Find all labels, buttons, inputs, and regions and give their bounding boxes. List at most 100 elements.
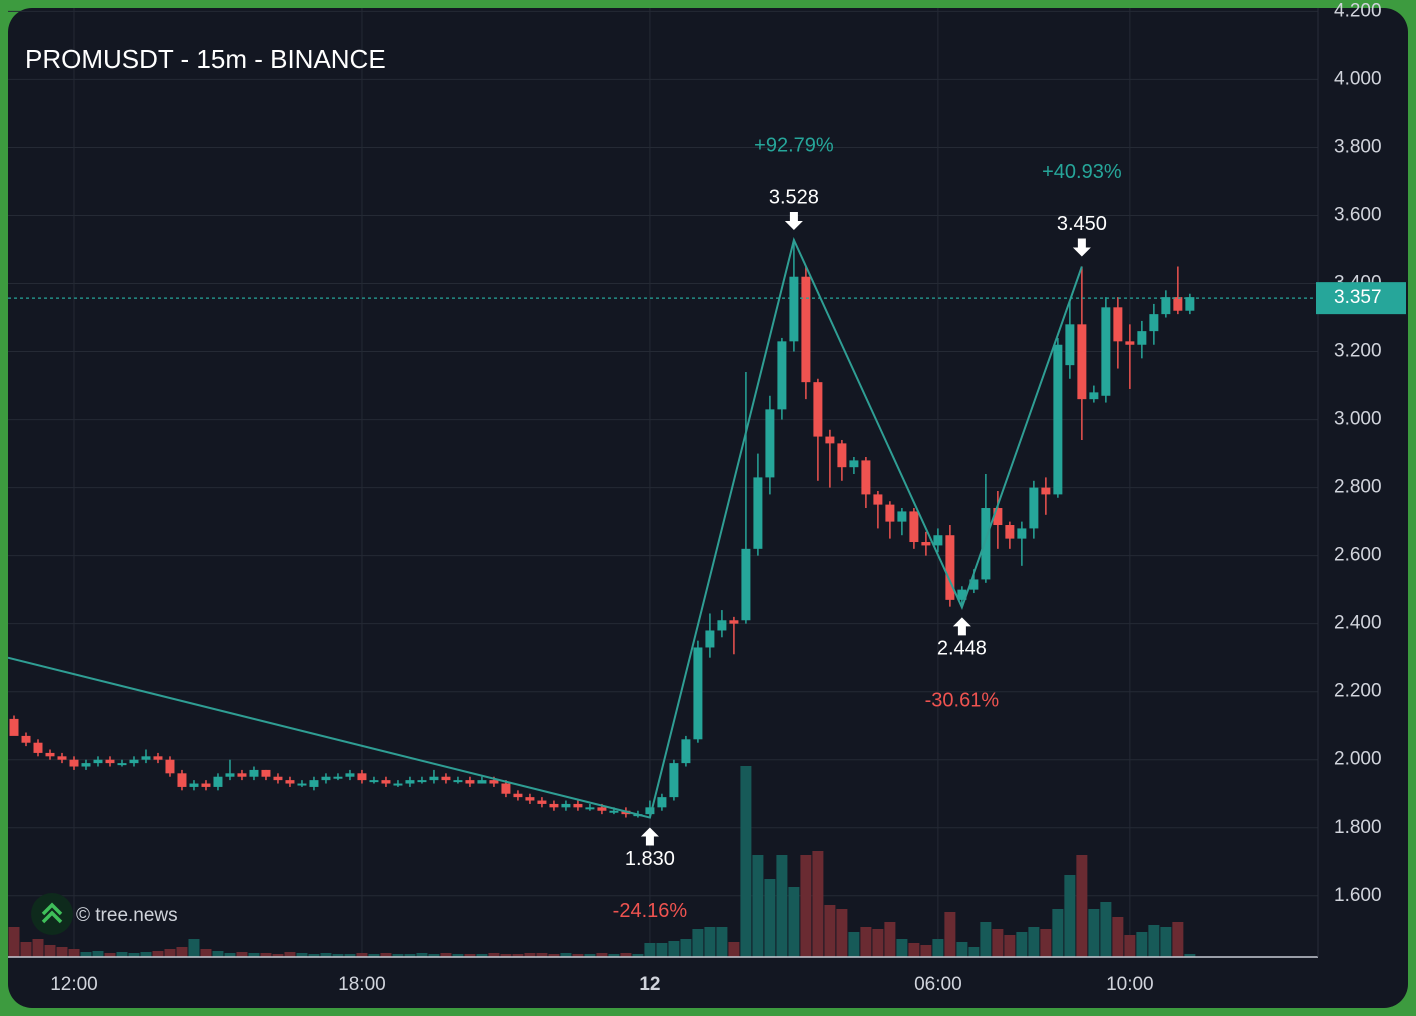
candle-body (429, 776, 439, 781)
candle-body (861, 460, 871, 495)
candle-body (645, 807, 655, 815)
candle-body (609, 810, 619, 813)
candle-body (381, 780, 391, 784)
volume-bar (956, 942, 968, 957)
candle-body (849, 460, 859, 468)
volume-bar (1112, 917, 1124, 957)
volume-bar (980, 922, 992, 957)
candle-body (81, 763, 91, 767)
pivot-label: 1.830 (625, 848, 675, 870)
candle-body (801, 276, 811, 383)
volume-bar (272, 954, 284, 957)
candle-body (1113, 307, 1123, 342)
chart-panel (8, 8, 1408, 1008)
volume-bar (1184, 954, 1196, 957)
candle-body (45, 752, 55, 757)
volume-bar (1124, 935, 1136, 957)
candle-body (441, 776, 451, 781)
volume-bar (416, 953, 428, 957)
volume-bar (560, 953, 572, 957)
x-tick-label: 10:00 (1106, 974, 1154, 995)
pivot-change: +92.79% (754, 134, 834, 156)
candle-body (477, 780, 487, 784)
candle-body (1053, 344, 1063, 495)
volume-bar (140, 952, 152, 957)
candle-body (933, 535, 943, 546)
current-price-tag (1316, 282, 1406, 315)
candle-body (225, 773, 235, 777)
volume-bar (848, 932, 860, 957)
volume-bar (80, 952, 92, 957)
x-tick-label: 18:00 (338, 974, 386, 995)
pivot-arrow (784, 211, 803, 230)
candle-body (57, 756, 67, 760)
volume-bar (1160, 927, 1172, 957)
volume-bar (656, 943, 668, 957)
candle-body (1041, 487, 1051, 495)
volume-bar (488, 953, 500, 957)
current-price-label: 3.357 (1334, 287, 1382, 308)
candle-body (549, 803, 559, 808)
pivot-arrow (952, 617, 971, 636)
x-tick-label: 12 (639, 974, 660, 995)
volume-bar (968, 947, 980, 957)
y-tick-label: 2.400 (1334, 613, 1382, 634)
candle-body (729, 620, 739, 624)
candle-body (177, 773, 187, 787)
candle-body (1077, 324, 1087, 400)
y-tick-label: 1.600 (1334, 885, 1382, 906)
candle-body (741, 548, 751, 621)
candle-body (153, 756, 163, 760)
candle-body (597, 807, 607, 811)
candle-body (405, 780, 415, 784)
volume-bar (692, 929, 704, 957)
pivot-label: 3.450 (1057, 213, 1107, 235)
volume-bar (392, 954, 404, 957)
volume-bar (764, 879, 776, 957)
volume-bar (500, 954, 512, 957)
pivot-label: 3.528 (769, 186, 819, 208)
volume-bar (704, 927, 716, 957)
volume-bar (164, 949, 176, 957)
volume-bar (296, 953, 308, 957)
y-tick-label: 3.600 (1334, 205, 1382, 226)
pivot-change: -30.61% (925, 690, 1000, 712)
candle-body (897, 511, 907, 522)
candle-body (753, 477, 763, 549)
pivot-change: +40.93% (1042, 161, 1122, 183)
volume-bar (476, 954, 488, 957)
volume-layer (8, 766, 1196, 957)
volume-bar (668, 941, 680, 957)
volume-bar (1100, 902, 1112, 957)
volume-bar (356, 953, 368, 957)
y-tick-label: 3.000 (1334, 409, 1382, 430)
candle-body (573, 803, 583, 808)
pivot-arrow (1072, 238, 1091, 257)
candle-body (1101, 307, 1111, 396)
volume-bar (44, 945, 56, 957)
volume-bar (236, 952, 248, 957)
candle-body (585, 807, 595, 810)
candle-body (9, 718, 19, 736)
volume-bar (836, 909, 848, 957)
candle-body (717, 620, 727, 631)
volume-bar (908, 943, 920, 957)
candle-body (129, 759, 139, 764)
volume-bar (404, 954, 416, 957)
candle-body (1173, 297, 1183, 311)
volume-bar (464, 954, 476, 957)
volume-bar (884, 922, 896, 957)
candle-body (1149, 314, 1159, 332)
candle-body (165, 759, 175, 774)
candle-body (789, 276, 799, 342)
candle-body (69, 759, 79, 767)
volume-bar (1064, 875, 1076, 957)
candle-body (261, 769, 271, 777)
volume-bar (932, 939, 944, 957)
pivot-change: -24.16% (613, 900, 688, 922)
volume-bar (920, 945, 932, 957)
y-tick-label: 3.200 (1334, 341, 1382, 362)
y-tick-label: 2.200 (1334, 681, 1382, 702)
volume-bar (596, 953, 608, 957)
